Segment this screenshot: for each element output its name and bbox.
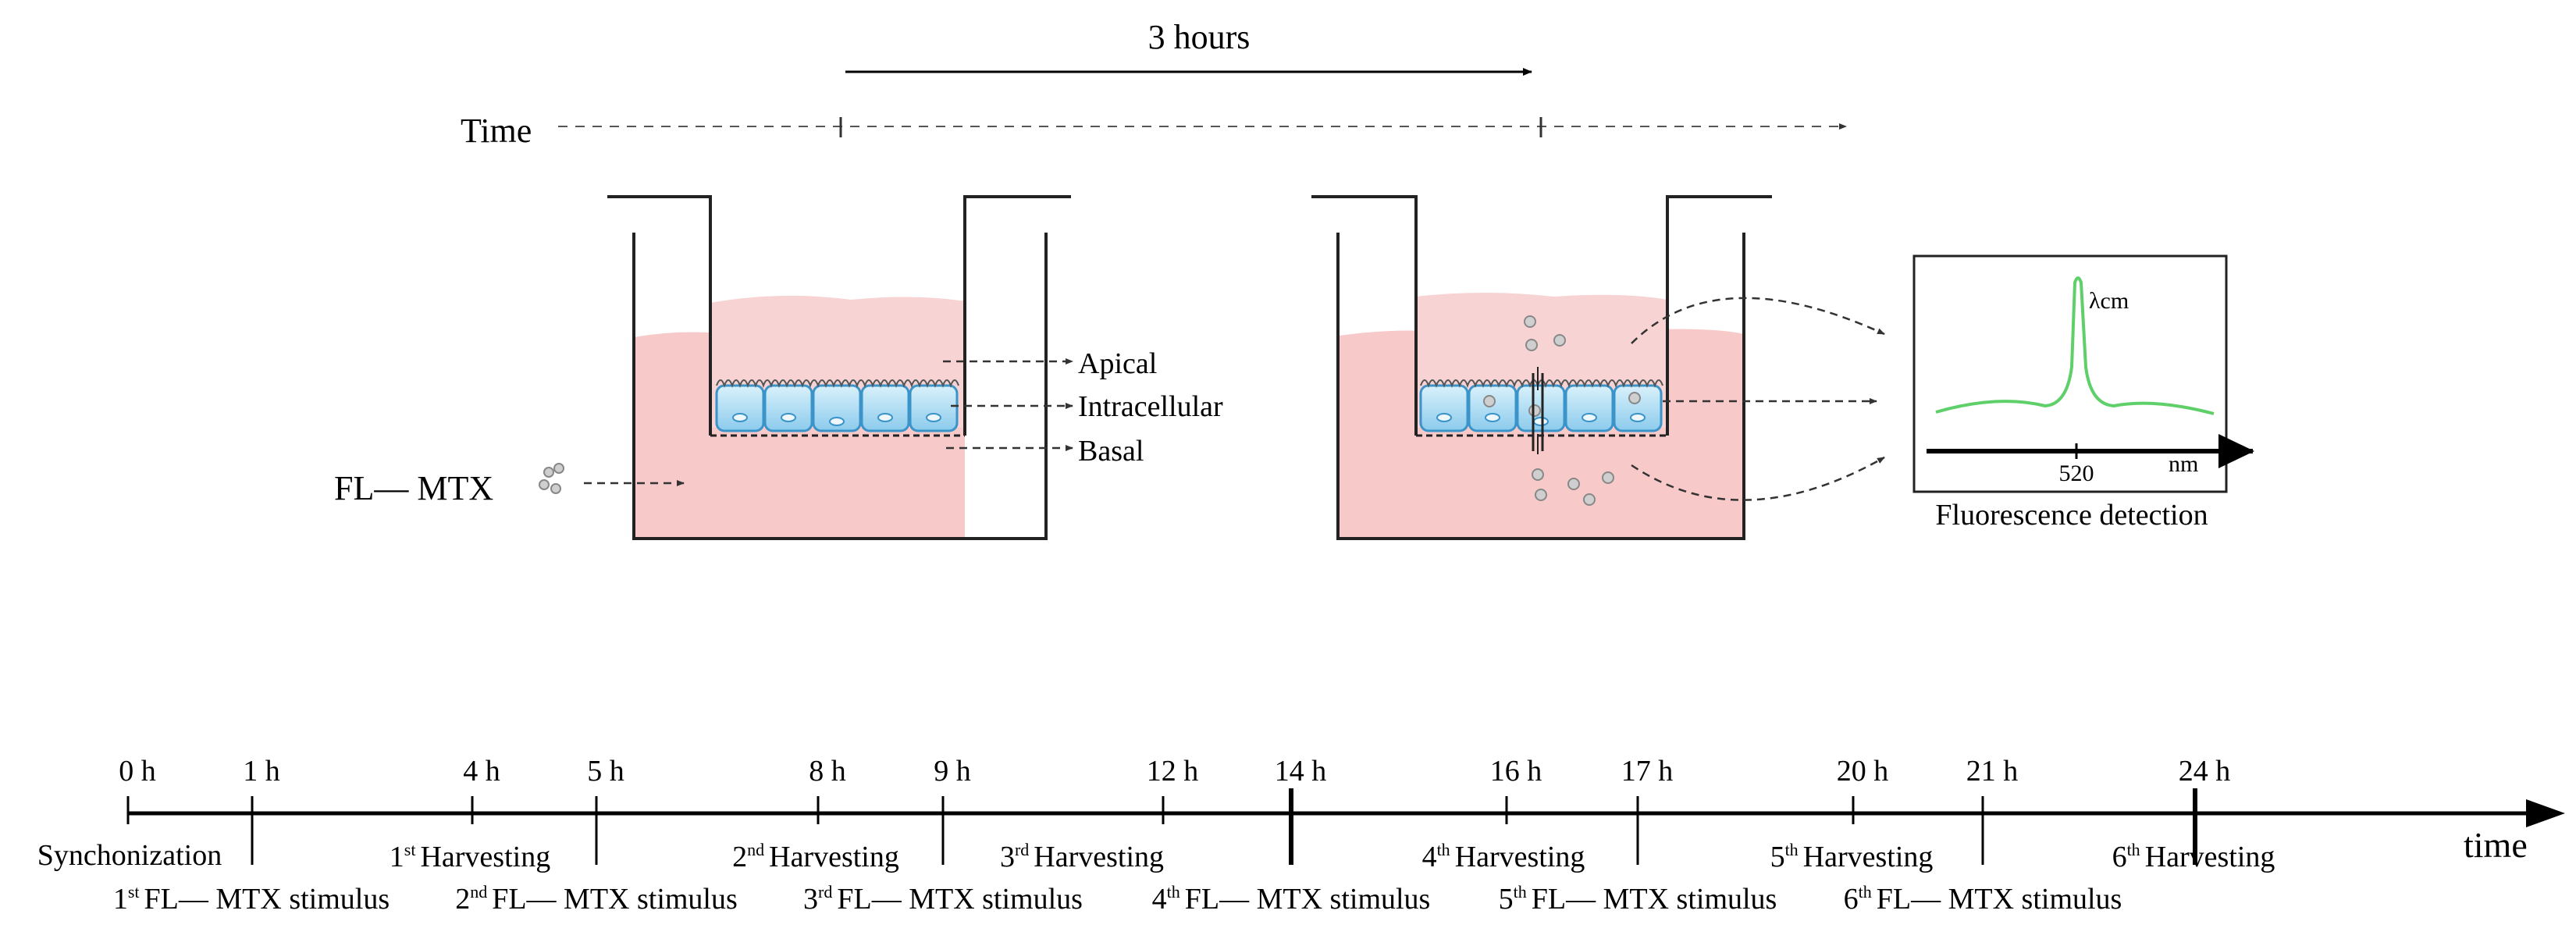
duration-label: 3 hours xyxy=(1148,18,1251,56)
outer-well-left xyxy=(632,233,1048,540)
harvesting-label: 1st Harvesting xyxy=(390,840,550,873)
stimulus-labels: 1st FL— MTX stimulus 2nd FL— MTX stimulus 3r… xyxy=(113,882,2122,916)
stimulus-label: 3rd FL— MTX stimulus xyxy=(803,882,1083,916)
transwell-right xyxy=(1311,195,1885,540)
harvesting-label: 6th Harvesting xyxy=(2112,840,2275,873)
time-label: Time xyxy=(461,112,532,150)
timeline-axis-label: time xyxy=(2464,825,2528,865)
hour-label: 4 h xyxy=(463,755,500,788)
time-line: Time xyxy=(461,112,1847,150)
hour-ticks xyxy=(126,788,2197,865)
basal-particles xyxy=(1532,468,1614,506)
hour-label: 17 h xyxy=(1621,755,1674,788)
stimulus-label: 1st FL— MTX stimulus xyxy=(113,882,390,916)
insert-left xyxy=(607,195,1071,436)
hour-label: 0 h xyxy=(119,755,156,788)
hour-label: 20 h xyxy=(1837,755,1889,788)
hour-label: 8 h xyxy=(809,755,846,788)
stimulus-label: 4th FL— MTX stimulus xyxy=(1152,882,1431,916)
apical-to-detection-arrow xyxy=(1631,297,1885,344)
wavelength-unit: nm xyxy=(2169,451,2198,477)
wavelength-value: 520 xyxy=(2059,461,2094,486)
hour-label: 16 h xyxy=(1490,755,1542,788)
harvesting-labels: 1st Harvesting 2nd Harvesting 3rd Harvesting 4… xyxy=(390,840,2275,873)
hour-label: 1 h xyxy=(243,755,280,788)
drug-particles-icon xyxy=(539,463,564,494)
stimulus-label: 2nd FL— MTX stimulus xyxy=(455,882,738,916)
hour-label: 12 h xyxy=(1147,755,1199,788)
hour-label: 5 h xyxy=(587,755,624,788)
synchronization-label: Synchonization xyxy=(37,839,222,872)
peak-label: λcm xyxy=(2089,288,2129,314)
duration-indicator: 3 hours xyxy=(845,18,1532,76)
drug-input: FL— MTX xyxy=(334,463,685,507)
cell-monolayer-right xyxy=(1419,379,1663,432)
detection-caption: Fluorescence detection xyxy=(1935,499,2208,532)
schedule-timeline: time 0 h 1 h 4 h 5 h 8 h 9 h 12 h 14 h 16 h 17 h 2… xyxy=(37,755,2565,916)
apical-particles xyxy=(1524,315,1566,351)
harvesting-label: 2nd Harvesting xyxy=(732,840,899,873)
stimulus-label: 5th FL— MTX stimulus xyxy=(1499,882,1777,916)
hour-label: 9 h xyxy=(934,755,971,788)
transport-channel xyxy=(1532,367,1544,454)
harvesting-label: 3rd Harvesting xyxy=(1000,840,1164,873)
harvesting-label: 4th Harvesting xyxy=(1422,840,1585,873)
outer-well-right xyxy=(1336,233,1745,540)
basal-to-detection-arrow xyxy=(1631,456,1885,501)
fluorescence-panel: λcm 520 nm Fluorescence detection xyxy=(1912,254,2254,532)
transwell-left: Apical Intracellular Basal xyxy=(607,195,1223,540)
timeline-arrowhead xyxy=(2526,799,2565,827)
drug-label: FL— MTX xyxy=(334,469,493,507)
stimulus-label: 6th FL— MTX stimulus xyxy=(1844,882,2122,916)
insert-right xyxy=(1311,195,1772,436)
basal-label: Basal xyxy=(1078,435,1144,468)
hour-label: 24 h xyxy=(2179,755,2231,788)
intracellular-label: Intracellular xyxy=(1078,390,1223,423)
cell-monolayer-left xyxy=(715,379,959,432)
hour-label: 21 h xyxy=(1966,755,2019,788)
wavelength-axis-arrowhead xyxy=(2218,434,2254,468)
hour-label: 14 h xyxy=(1275,755,1327,788)
apical-label: Apical xyxy=(1078,347,1157,380)
hour-labels: 0 h 1 h 4 h 5 h 8 h 9 h 12 h 14 h 16 h 17 h 20 h 21… xyxy=(119,755,2230,788)
harvesting-label: 5th Harvesting xyxy=(1770,840,1934,873)
emission-spectrum-line xyxy=(1935,276,2215,415)
